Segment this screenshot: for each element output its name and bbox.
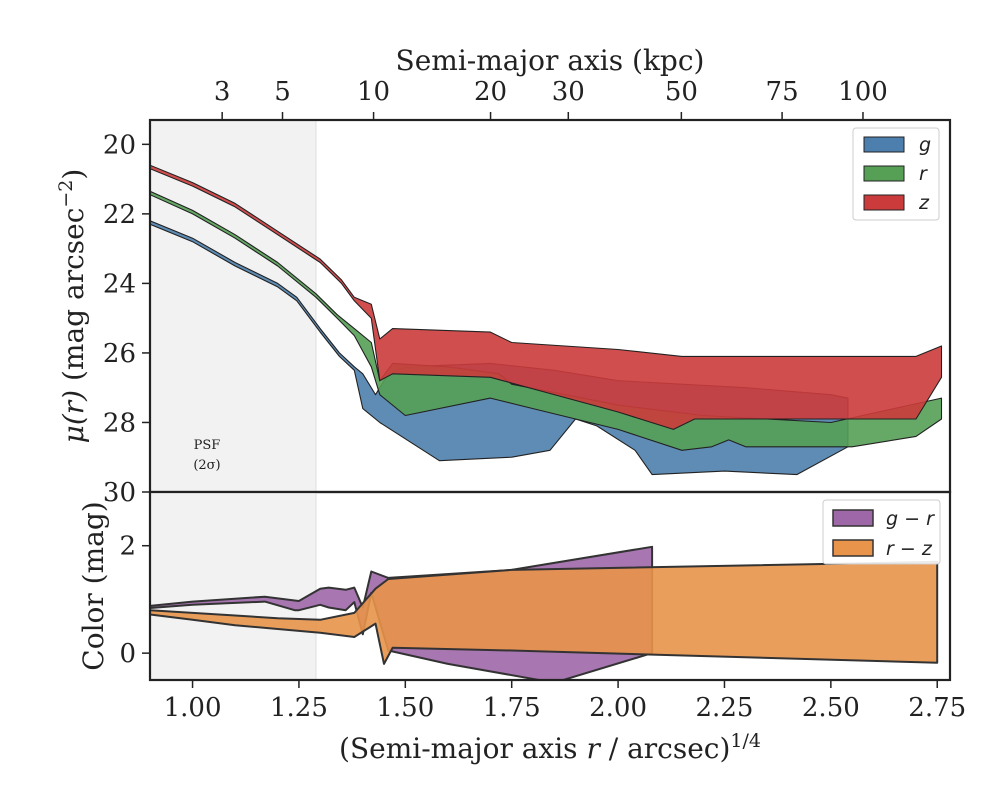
psf-label-sigma: (2σ) [193, 458, 220, 473]
y-tick-label: 30 [103, 478, 136, 508]
x-axis-label: (Semi-major axis r / arcsec)1/4 [339, 730, 761, 765]
psf-region-bottom [150, 492, 316, 680]
band-r [150, 190, 943, 451]
top-legend: grz [852, 127, 940, 221]
legend-swatch-g [863, 136, 905, 153]
legend-label-r: r [919, 163, 928, 185]
top-x-tick-label: 10 [357, 77, 390, 107]
legend-label-z: z [918, 192, 930, 214]
legend-swatch-r [863, 165, 905, 182]
color-band [150, 560, 939, 665]
x-tick-label: 2.75 [908, 693, 966, 723]
x-tick-label: 2.50 [802, 693, 860, 723]
y-tick-label: 0 [119, 639, 136, 669]
x-tick-label: 1.50 [376, 693, 434, 723]
color-plot-area [150, 545, 939, 680]
psf-label: PSF [194, 438, 221, 453]
legend-swatch [832, 509, 874, 527]
legend-swatch-z [863, 194, 905, 211]
bottom-plot-frame [148, 490, 952, 682]
y-tick-label: 22 [103, 200, 136, 230]
top-x-tick-label: 5 [274, 77, 291, 107]
x-tick-label: 2.25 [696, 693, 754, 723]
legend-swatch [832, 539, 874, 557]
top-x-tick-label: 20 [474, 77, 507, 107]
x-tick-label: 2.00 [589, 693, 647, 723]
top-x-tick-label: 100 [838, 77, 888, 107]
x-tick-label: 1.25 [270, 693, 328, 723]
legend-label: r − z [886, 538, 933, 560]
top-y-axis-label: μ(r) (mag arcsec−2) [55, 169, 90, 444]
surface-brightness-plot-area [150, 164, 943, 476]
color-profile-panel: 0 2 1.00 1.25 1.50 1.75 2.00 2.25 2.50 2.75 g − r r… [119, 490, 966, 723]
y-tick-label: 20 [103, 130, 136, 160]
y-tick-label: 26 [103, 339, 136, 369]
x-tick-label: 1.75 [483, 693, 541, 723]
top-axis-label: Semi-major axis (kpc) [396, 44, 705, 77]
x-tick-label: 1.00 [164, 693, 222, 723]
psf-region [150, 120, 316, 492]
legend-label: g − r [886, 508, 935, 530]
bottom-y-axis-label: Color (mag) [77, 501, 110, 670]
top-x-tick-label: 75 [766, 77, 799, 107]
y-tick-label: 28 [103, 408, 136, 438]
bottom-legend: g − r r − z [822, 499, 941, 565]
y-tick-label: 24 [103, 269, 136, 299]
top-x-tick-label: 30 [552, 77, 585, 107]
top-x-tick-label: 50 [665, 77, 698, 107]
y-tick-label: 2 [119, 532, 136, 562]
band-z [150, 164, 943, 430]
top-x-tick-label: 3 [214, 77, 231, 107]
legend-label-g: g [919, 134, 931, 156]
surface-brightness-panel: PSF (2σ) 20 22 24 26 28 30 3 5 10 20 30 50 75 100 grz [103, 77, 952, 508]
